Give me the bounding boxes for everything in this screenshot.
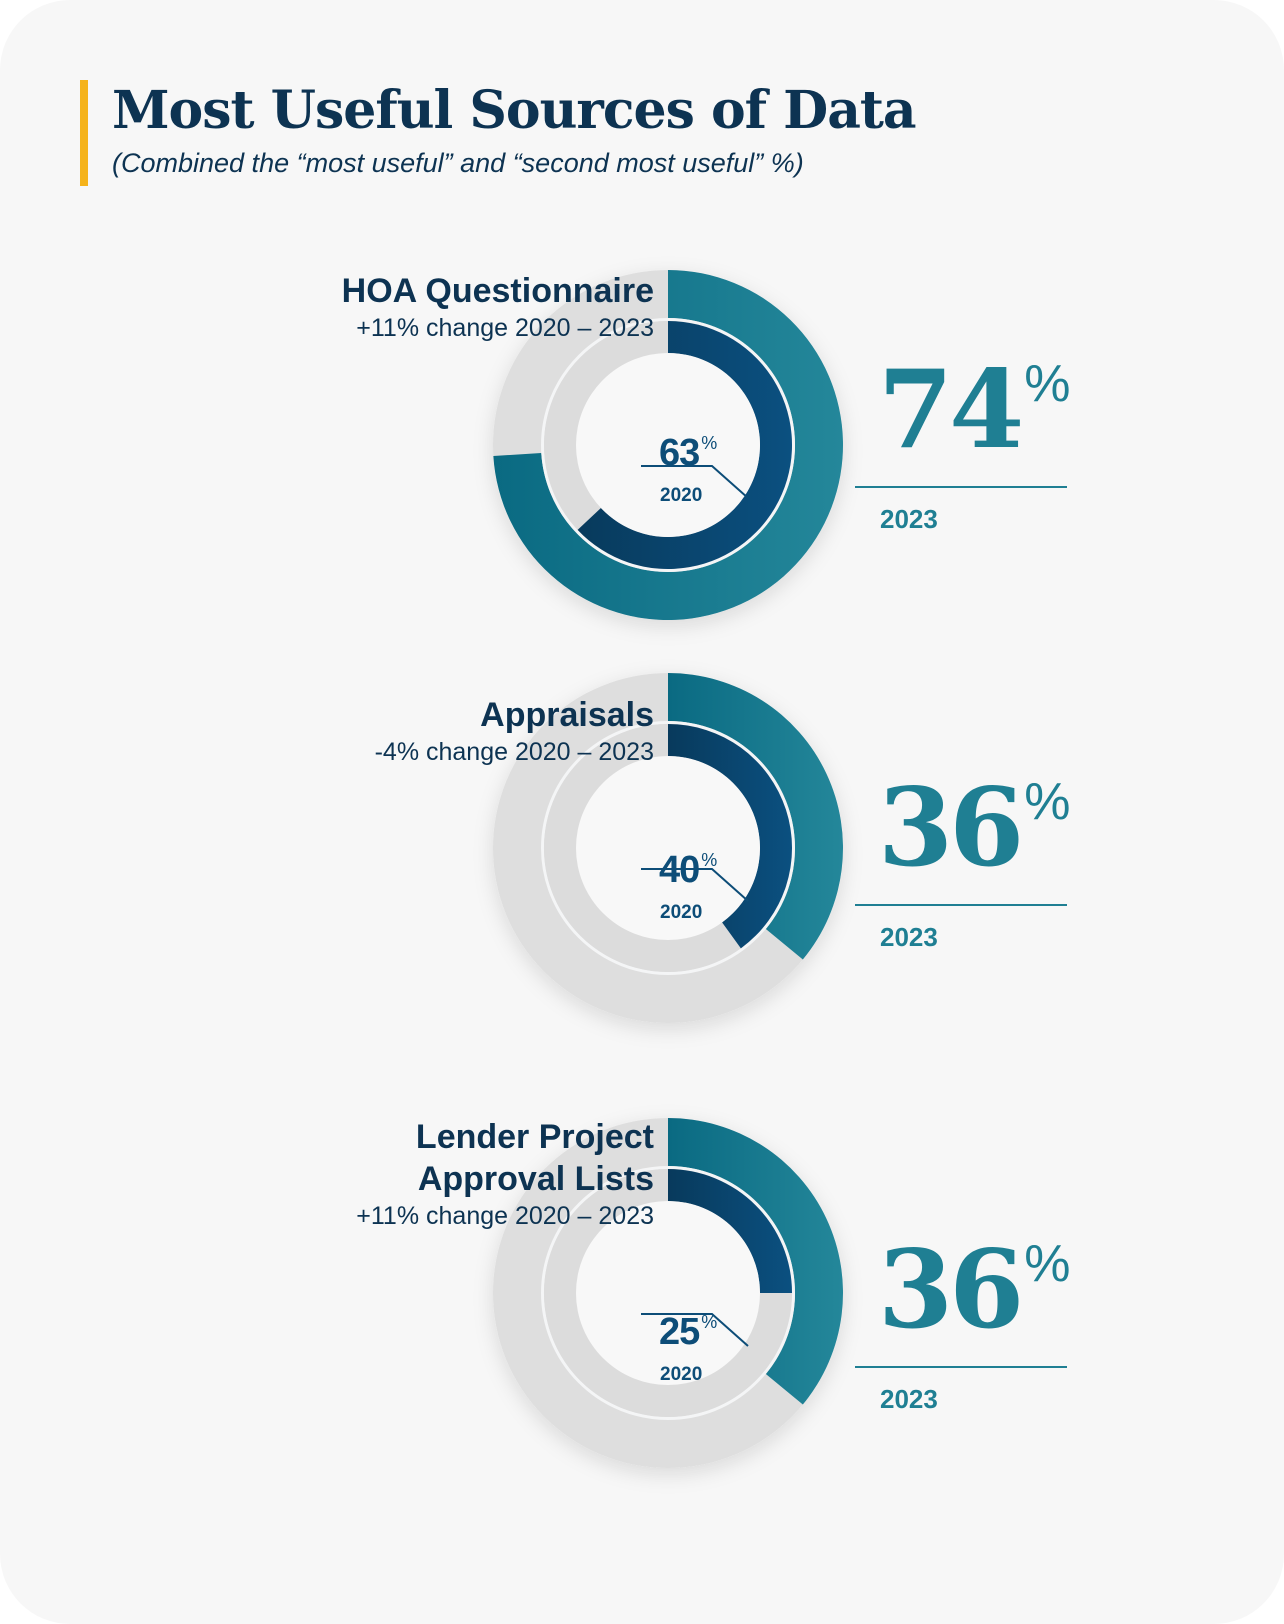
percent-sign: %: [1024, 355, 1071, 413]
page-subtitle: (Combined the “most useful” and “second …: [112, 148, 804, 178]
year-2020-label: 2020: [660, 485, 703, 506]
percent-sign: %: [701, 1312, 718, 1332]
leader-rule: [855, 904, 1067, 906]
year-2023-label: 2023: [880, 922, 938, 952]
value-2020: 63%: [659, 434, 717, 472]
leader-line-2020: [641, 868, 749, 902]
chart-name: Appraisals: [480, 696, 654, 734]
year-2023-label: 2023: [880, 504, 938, 534]
center-hole: [576, 1201, 760, 1385]
chart-name: HOA Questionnaire: [341, 272, 654, 310]
value-2023: 36%: [878, 774, 1071, 882]
year-2023-label: 2023: [880, 1384, 938, 1414]
value-2023: 74%: [878, 356, 1071, 464]
center-hole: [576, 756, 760, 940]
value-2020: 25%: [659, 1313, 717, 1351]
value-2020-number: 40: [659, 849, 700, 891]
arc-2023: [668, 673, 843, 960]
year-2020-label: 2020: [660, 902, 703, 923]
ring-separator: [541, 318, 795, 572]
year-2020-label: 2020: [660, 1364, 703, 1385]
ring-separator: [541, 1166, 795, 1420]
value-2023: 36%: [878, 1236, 1071, 1344]
value-2023-number: 36: [878, 765, 1024, 891]
donut-chart: [493, 673, 843, 1023]
arc-2020: [668, 724, 792, 949]
page-title: Most Useful Sources of Data: [112, 80, 917, 141]
donut-chart: [493, 1118, 843, 1468]
chart-label-lender: Lender Project Approval Lists +11% chang…: [356, 1116, 654, 1232]
arc-2020: [577, 321, 792, 569]
chart-label-hoa: HOA Questionnaire +11% change 2020 – 202…: [342, 270, 654, 344]
value-2023-number: 36: [878, 1227, 1024, 1353]
percent-sign: %: [701, 850, 718, 870]
center-hole: [576, 353, 760, 537]
percent-sign: %: [1024, 773, 1071, 831]
chart-name-line-1: Lender Project: [415, 1118, 654, 1156]
percent-sign: %: [701, 433, 718, 453]
value-2023-number: 74: [878, 347, 1024, 473]
donut-chart: [493, 270, 843, 620]
leader-line-2020: [641, 465, 749, 499]
value-2020-number: 25: [659, 1311, 700, 1353]
value-2020-number: 63: [659, 432, 700, 474]
chart-change: -4% change 2020 – 2023: [374, 738, 654, 766]
percent-sign: %: [1024, 1235, 1071, 1293]
leader-rule: [855, 1366, 1067, 1368]
leader-line-2020: [641, 1313, 749, 1347]
value-2020: 40%: [659, 851, 717, 889]
arc-2020: [668, 1169, 792, 1293]
chart-label-appraisals: Appraisals -4% change 2020 – 2023: [375, 694, 654, 768]
arc-2023: [668, 1118, 843, 1405]
ring-separator: [541, 721, 795, 975]
chart-change: +11% change 2020 – 2023: [356, 314, 654, 342]
accent-bar: [80, 80, 88, 186]
chart-change: +11% change 2020 – 2023: [356, 1202, 654, 1230]
leader-rule: [855, 486, 1067, 488]
chart-name-line-2: Approval Lists: [417, 1160, 654, 1198]
